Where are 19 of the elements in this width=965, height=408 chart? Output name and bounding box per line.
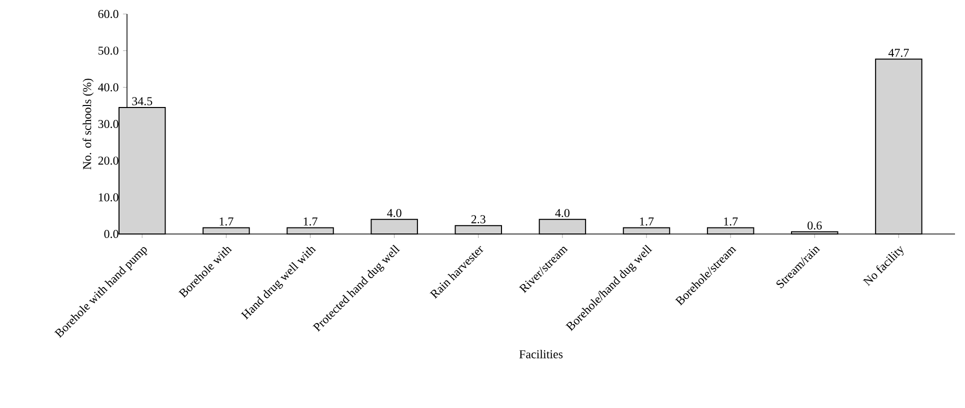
y-tick-label: 10.0: [98, 193, 118, 202]
data-label: 4.0: [387, 208, 402, 218]
data-label: 0.6: [808, 221, 822, 230]
y-axis-title: No. of schools (%): [82, 78, 94, 170]
y-tick-label: 20.0: [98, 156, 118, 165]
y-tick-label: 50.0: [98, 46, 118, 55]
y-tick-label: 30.0: [98, 120, 118, 128]
y-tick-label: 40.0: [98, 83, 118, 92]
data-label: 1.7: [640, 217, 654, 226]
data-label: 2.3: [471, 215, 486, 224]
data-label: 1.7: [220, 217, 234, 226]
data-label: 47.7: [888, 48, 909, 57]
y-tick-label: 60.0: [98, 10, 118, 18]
y-tick-label: 0.0: [104, 230, 118, 238]
x-axis-title: Facilities: [519, 350, 563, 358]
data-label: 1.7: [304, 217, 318, 226]
data-label: 1.7: [724, 217, 738, 226]
data-label: 4.0: [555, 208, 570, 218]
data-label: 34.5: [132, 97, 152, 106]
